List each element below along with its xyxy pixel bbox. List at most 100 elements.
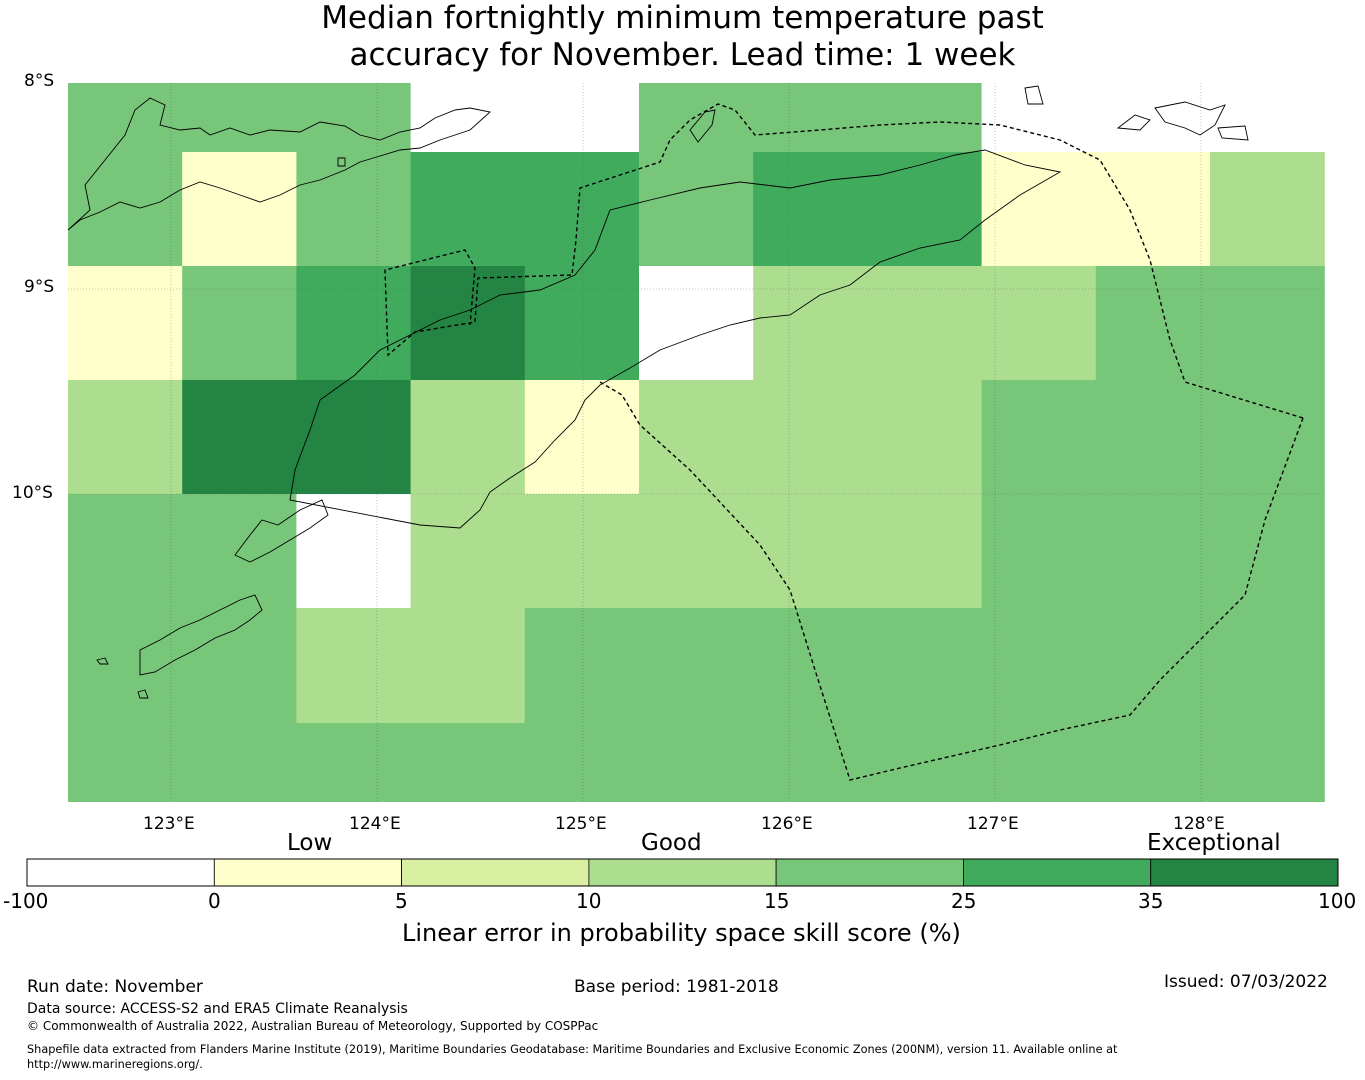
grid-cell — [753, 494, 868, 608]
grid-cell — [68, 266, 183, 380]
grid-cell — [753, 266, 868, 380]
grid-cell — [753, 723, 868, 802]
chart-title-line-1: Median fortnightly minimum temperature p… — [321, 0, 1044, 36]
base-period: Base period: 1981-2018 — [574, 977, 779, 997]
legend-category-good: Good — [641, 830, 702, 856]
grid-cell — [1210, 152, 1325, 266]
run-date: Run date: November — [27, 977, 203, 997]
grid-cell — [1210, 266, 1325, 380]
grid-cell — [182, 494, 297, 608]
grid-cell — [867, 152, 983, 266]
grid-cell — [867, 380, 983, 494]
grid-cell — [981, 380, 1097, 494]
grid-cell — [68, 608, 183, 723]
grid-cell — [867, 266, 983, 380]
grid-cell — [524, 152, 640, 266]
grid-cell — [524, 494, 640, 608]
grid-cell — [68, 83, 183, 152]
cb-tick-5: 5 — [395, 889, 408, 913]
grid-cell — [1095, 723, 1211, 802]
grid-cell — [1210, 380, 1325, 494]
lat-label-9s: 9°S — [24, 277, 55, 297]
grid-cell — [68, 723, 183, 802]
grid-cell — [867, 608, 983, 723]
grid-cell — [981, 152, 1097, 266]
grid-cell — [410, 152, 526, 266]
grid-cell — [296, 380, 412, 494]
grid-cell — [981, 266, 1097, 380]
colorbar-swatch — [401, 858, 590, 887]
grid-cell — [410, 266, 526, 380]
grid-cell — [182, 608, 297, 723]
cb-tick-0: 0 — [208, 889, 221, 913]
shapefile-credit-line-2: http://www.marineregions.org/. — [27, 1058, 203, 1071]
colorbar-swatches — [26, 858, 1339, 887]
sawu-outline — [96, 657, 109, 665]
grid-cell — [524, 380, 640, 494]
grid-cell — [524, 83, 640, 152]
grid-cell — [410, 723, 526, 802]
grid-cell — [410, 494, 526, 608]
skill-score-map — [67, 83, 1325, 802]
lat-label-10s: 10°S — [12, 483, 53, 503]
lat-label-8s: 8°S — [24, 71, 55, 91]
colorbar-swatch — [588, 858, 777, 887]
grid-cell — [524, 608, 640, 723]
lon-label-127e: 127°E — [967, 814, 1019, 834]
grid-cell — [296, 152, 412, 266]
colorbar-swatch — [213, 858, 403, 887]
grid-cell — [639, 608, 754, 723]
grid-cell — [981, 83, 1097, 152]
lon-label-123e: 123°E — [143, 814, 195, 834]
rote-outline — [234, 499, 329, 563]
grid-cell — [296, 608, 412, 723]
flores-island-outline — [67, 97, 491, 231]
grid-cell — [182, 152, 297, 266]
grid-cell — [639, 723, 754, 802]
grid-cell — [753, 608, 868, 723]
chart-title-line-2: accuracy for November. Lead time: 1 week — [349, 37, 1016, 73]
cb-tick--100: -100 — [3, 889, 49, 913]
grid-cell — [753, 380, 868, 494]
grid-cell — [1095, 152, 1211, 266]
grid-cell — [639, 494, 754, 608]
legend-category-low: Low — [287, 830, 333, 856]
grid-cell — [68, 494, 183, 608]
grid-cells — [68, 83, 1325, 802]
gridlines — [68, 83, 1324, 802]
grid-cell — [1210, 608, 1325, 723]
atauro-island — [689, 109, 716, 143]
lon-label-125e: 125°E — [555, 814, 607, 834]
islet-4 — [337, 157, 346, 167]
colorbar-label: Linear error in probability space skill … — [402, 919, 961, 947]
grid-cell — [981, 494, 1097, 608]
grid-cell — [1095, 608, 1211, 723]
grid-cell — [296, 494, 412, 608]
colorbar-swatch — [963, 858, 1152, 887]
shapefile-credit-line-1: Shapefile data extracted from Flanders M… — [27, 1043, 1118, 1056]
grid-cell — [1095, 83, 1211, 152]
grid-cell — [410, 83, 526, 152]
grid-cell — [867, 494, 983, 608]
grid-cell — [1095, 266, 1211, 380]
grid-cell — [182, 380, 297, 494]
grid-cell — [296, 266, 412, 380]
grid-cell — [867, 83, 983, 152]
grid-cell — [981, 608, 1097, 723]
grid-cell — [1095, 494, 1211, 608]
coastlines — [67, 85, 1249, 699]
grid-cell — [981, 723, 1097, 802]
sumba-outline — [139, 594, 263, 676]
grid-cell — [296, 83, 412, 152]
grid-cell — [524, 266, 640, 380]
grid-cell — [639, 380, 754, 494]
alor-island-outline — [1154, 101, 1226, 136]
cb-tick-15: 15 — [764, 889, 790, 913]
grid-cell — [639, 266, 754, 380]
small-island-2 — [1024, 85, 1044, 105]
copyright-notice: © Commonwealth of Australia 2022, Austra… — [27, 1019, 599, 1033]
colorbar-swatch — [775, 858, 964, 887]
grid-cell — [1210, 494, 1325, 608]
islet-3 — [137, 689, 149, 699]
grid-cell — [68, 152, 183, 266]
